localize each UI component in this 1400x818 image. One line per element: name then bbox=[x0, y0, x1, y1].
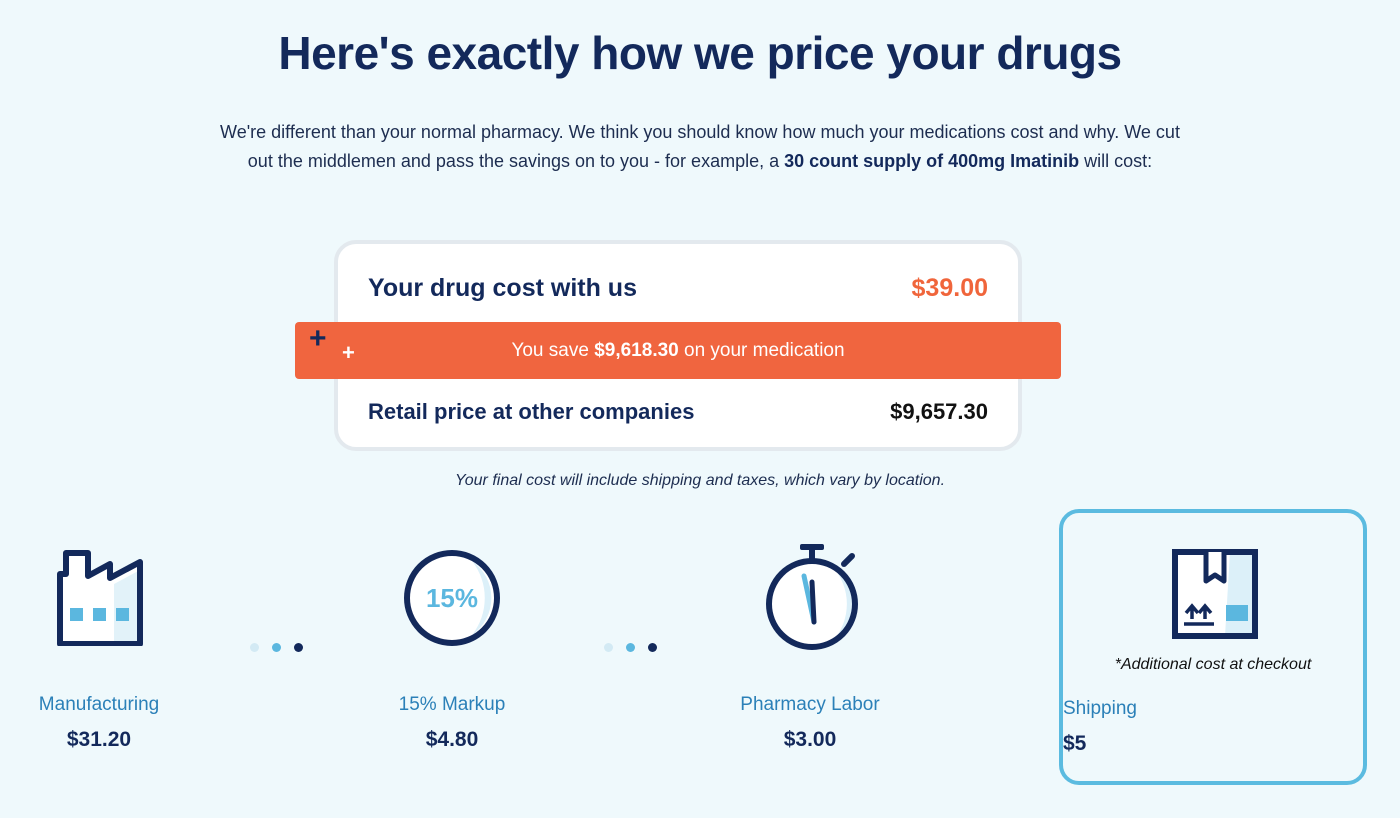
shipping-value: $5 bbox=[1063, 732, 1087, 755]
dot bbox=[250, 643, 259, 652]
intro-text-2: will cost: bbox=[1079, 150, 1153, 171]
percent-badge-icon: 15% bbox=[404, 550, 500, 646]
breakdown-markup: 15% 15% Markup $4.80 bbox=[352, 540, 552, 760]
package-box-icon bbox=[1172, 549, 1258, 639]
manufacturing-value: $31.20 bbox=[66, 728, 132, 751]
labor-value: $3.00 bbox=[783, 728, 837, 751]
breakdown-manufacturing: Manufacturing $31.20 bbox=[0, 540, 198, 760]
stopwatch-icon bbox=[766, 544, 858, 650]
separator-dots bbox=[250, 643, 303, 652]
intro-text-1: We're different than your normal pharmac… bbox=[220, 122, 1180, 171]
our-cost-label: Your drug cost with us bbox=[368, 274, 637, 302]
markup-label: 15% Markup bbox=[398, 694, 506, 715]
our-cost-value: $39.00 bbox=[911, 274, 988, 302]
shipping-note: *Additional cost at checkout bbox=[1114, 656, 1312, 673]
shipping-card: *Additional cost at checkout Shipping $5 bbox=[1059, 509, 1367, 785]
shipping-tax-note: Your final cost will include shipping an… bbox=[454, 472, 946, 489]
savings-suffix: on your medication bbox=[678, 340, 845, 361]
shipping-label: Shipping bbox=[1063, 698, 1137, 719]
plus-icon: + bbox=[309, 322, 327, 355]
factory-icon bbox=[57, 550, 143, 646]
savings-prefix: You save bbox=[511, 340, 595, 361]
dot bbox=[626, 643, 635, 652]
dot bbox=[294, 643, 303, 652]
labor-label: Pharmacy Labor bbox=[740, 694, 880, 715]
dot bbox=[272, 643, 281, 652]
markup-value: $4.80 bbox=[425, 728, 479, 751]
dot bbox=[604, 643, 613, 652]
intro-highlight: 30 count supply of 400mg Imatinib bbox=[784, 150, 1080, 171]
page-title: Here's exactly how we price your drugs bbox=[278, 27, 1122, 79]
retail-price-label: Retail price at other companies bbox=[368, 399, 695, 424]
savings-banner: + + You save $9,618.30 on your medicatio… bbox=[295, 322, 1061, 379]
intro-paragraph: We're different than your normal pharmac… bbox=[220, 118, 1180, 175]
badge-text: 15% bbox=[426, 583, 478, 613]
manufacturing-label: Manufacturing bbox=[38, 694, 160, 715]
savings-amount: $9,618.30 bbox=[594, 340, 679, 361]
dot bbox=[648, 643, 657, 652]
breakdown-labor: Pharmacy Labor $3.00 bbox=[710, 540, 910, 760]
retail-price-value: $9,657.30 bbox=[890, 399, 988, 424]
separator-dots bbox=[604, 643, 657, 652]
plus-icon-small: + bbox=[342, 340, 355, 365]
